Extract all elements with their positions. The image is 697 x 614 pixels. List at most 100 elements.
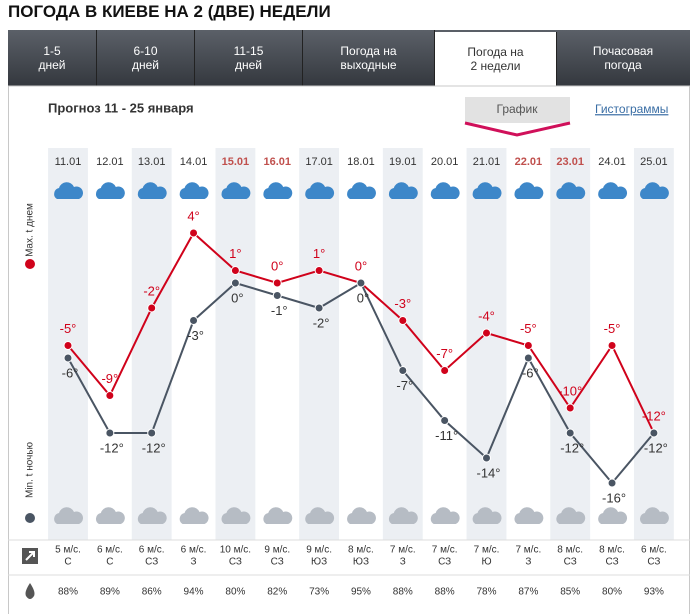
wind-speed: 7 м/с. <box>390 545 416 556</box>
data-point <box>565 428 575 438</box>
x-tick-label: 16.01 <box>263 156 291 168</box>
x-tick-label: 13.01 <box>138 156 166 168</box>
humidity: 88% <box>393 587 413 598</box>
weather-icon <box>556 507 586 524</box>
tab[interactable]: Почасовая погода <box>557 30 689 86</box>
tab-label: Почасовая <box>592 44 654 58</box>
wind-direction: СЗ <box>564 557 577 568</box>
humidity: 89% <box>100 587 120 598</box>
data-point <box>440 366 450 375</box>
humidity: 78% <box>476 587 496 598</box>
weather-icon <box>598 507 628 524</box>
weather-icon <box>514 182 544 199</box>
view-button[interactable] <box>465 97 570 123</box>
weather-icon <box>556 182 586 199</box>
data-label: -6° <box>522 365 539 380</box>
data-label: -5° <box>604 321 621 336</box>
view-link[interactable]: Гистограммы <box>595 102 668 116</box>
weather-icon <box>137 182 167 199</box>
wind-speed: 6 м/с. <box>641 545 667 556</box>
x-tick-label: 18.01 <box>347 156 375 168</box>
data-point <box>272 278 282 288</box>
wind-direction: ЮЗ <box>311 557 327 568</box>
wind-speed: 8 м/с. <box>599 545 625 556</box>
wind-speed: 8 м/с. <box>557 545 583 556</box>
data-point <box>440 416 450 425</box>
x-tick-label: 21.01 <box>473 156 501 168</box>
wind-speed: 6 м/с. <box>139 545 165 556</box>
weather-icon <box>388 182 418 199</box>
weather-icon <box>179 182 209 199</box>
humidity: 93% <box>644 587 664 598</box>
stripe <box>550 148 591 540</box>
data-point <box>314 303 324 313</box>
humidity: 95% <box>351 587 371 598</box>
tab[interactable]: Погода на выходные <box>303 30 435 86</box>
tab-label: 1-5 <box>43 44 61 58</box>
data-label: 0° <box>355 258 367 273</box>
wind-direction: ЮЗ <box>353 557 369 568</box>
data-label: -12° <box>644 440 668 455</box>
wind-speed: 6 м/с. <box>97 545 123 556</box>
x-tick-label: 15.01 <box>222 156 250 168</box>
data-point <box>189 228 199 238</box>
wind-direction: СЗ <box>647 557 660 568</box>
tab-label: 11-15 <box>233 44 264 58</box>
data-label: -2° <box>313 315 330 330</box>
data-point <box>356 278 366 288</box>
active-indicator <box>464 121 571 137</box>
data-label: -6° <box>62 365 79 380</box>
wind-direction: З <box>191 557 197 568</box>
forecast-title: Прогноз 11 - 25 января <box>48 100 194 115</box>
tab[interactable]: 6-10 дней <box>97 30 195 86</box>
data-label: -7° <box>396 378 413 393</box>
data-label: -11° <box>435 428 458 443</box>
weather-icon <box>347 182 376 199</box>
data-point <box>314 266 324 275</box>
stripe <box>299 148 340 540</box>
weather-icon <box>640 507 669 524</box>
wind-direction: Ю <box>481 557 491 568</box>
wind-speed: 9 м/с. <box>264 545 290 556</box>
data-label: -16° <box>602 490 626 505</box>
tab-label: дней <box>234 58 262 72</box>
weather-icon <box>305 182 335 199</box>
humidity: 73% <box>309 587 329 598</box>
wind-speed: 7 м/с. <box>432 545 458 556</box>
data-label: -12° <box>642 408 666 423</box>
weather-icon <box>305 507 335 524</box>
tab-label: дней <box>38 58 66 72</box>
weather-icon <box>388 507 418 524</box>
humidity: 85% <box>560 587 580 598</box>
legend-marker <box>25 259 35 269</box>
tab[interactable]: Погода на 2 недели <box>435 32 557 86</box>
stripe <box>215 148 256 540</box>
wind-direction: З <box>400 557 406 568</box>
tab-label: 6-10 <box>133 44 158 58</box>
tab[interactable]: 1-5 дней <box>8 30 97 86</box>
tab-label: Погода на <box>340 44 397 58</box>
legend-label: Min. t ночью <box>25 441 36 498</box>
weather-icon <box>640 182 669 199</box>
wind-speed: 10 м/с. <box>220 545 251 556</box>
data-label: 1° <box>313 246 325 261</box>
view-button-label[interactable]: График <box>497 102 539 116</box>
data-point <box>523 341 533 350</box>
weather-icon <box>263 182 293 199</box>
data-point <box>63 341 73 350</box>
data-label: -5° <box>520 321 537 336</box>
x-tick-label: 22.01 <box>515 156 543 168</box>
weather-icon <box>263 507 293 524</box>
wind-speed: 7 м/с. <box>474 545 500 556</box>
humidity: 80% <box>225 587 245 598</box>
data-point <box>105 428 115 438</box>
weather-icon <box>472 507 502 524</box>
panel <box>8 85 690 614</box>
data-point <box>189 316 199 325</box>
weather-icon <box>221 507 251 524</box>
tab[interactable]: 11-15 дней <box>195 30 303 86</box>
data-point <box>649 428 659 438</box>
wind-direction: СЗ <box>229 557 242 568</box>
